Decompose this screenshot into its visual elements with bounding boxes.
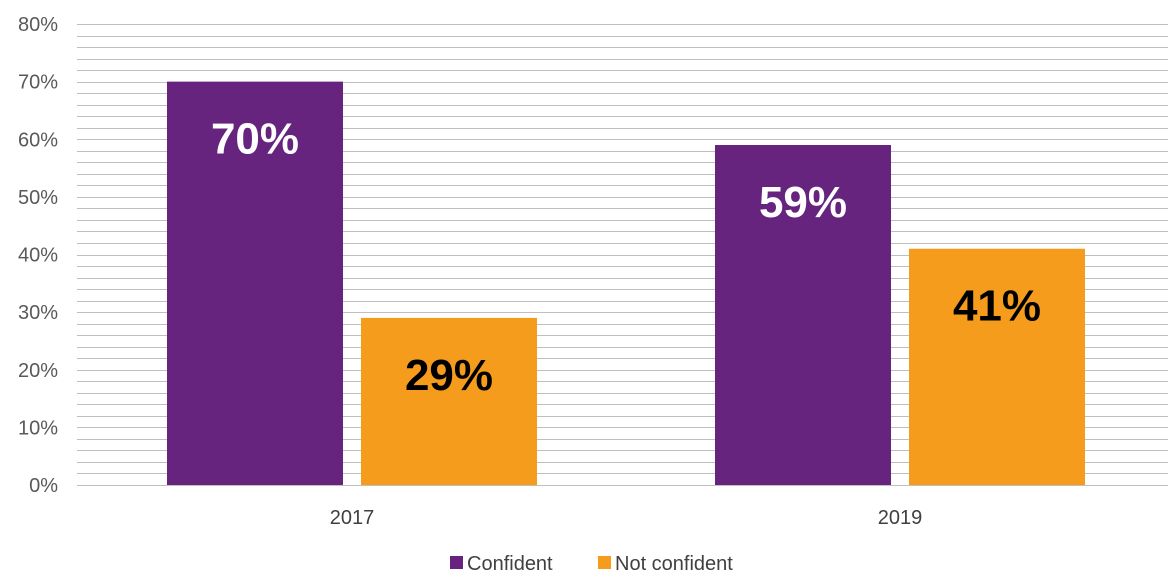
x-axis: 2017 2019 [77,485,1168,529]
legend-label: Confident [467,553,553,575]
data-label: 29% [405,351,493,400]
bar-confident-2019 [715,145,891,485]
x-tick-label: 2017 [330,507,375,529]
bars-group: 70% 29% 59% 41% [167,81,1085,485]
y-axis: 0% 10% 20% 30% 40% 50% 60% 70% 80% [18,14,58,497]
y-tick-label: 70% [18,72,58,94]
legend-label: Not confident [615,553,733,575]
data-label: 59% [759,178,847,227]
x-tick-label: 2019 [878,507,923,529]
legend: Confident Not confident [450,553,733,575]
data-label: 70% [211,115,299,164]
y-tick-label: 60% [18,129,58,151]
y-tick-label: 50% [18,187,58,209]
y-tick-label: 40% [18,245,58,267]
y-tick-label: 30% [18,302,58,324]
legend-swatch [598,556,611,569]
bar-not-confident-2017 [361,317,537,485]
bar-not-confident-2019 [909,248,1085,485]
y-tick-label: 10% [18,417,58,439]
y-tick-label: 80% [18,14,58,36]
y-tick-label: 0% [29,475,58,497]
y-tick-label: 20% [18,360,58,382]
legend-swatch [450,556,463,569]
bar-confident-2017 [167,81,343,485]
data-label: 41% [953,282,1041,331]
